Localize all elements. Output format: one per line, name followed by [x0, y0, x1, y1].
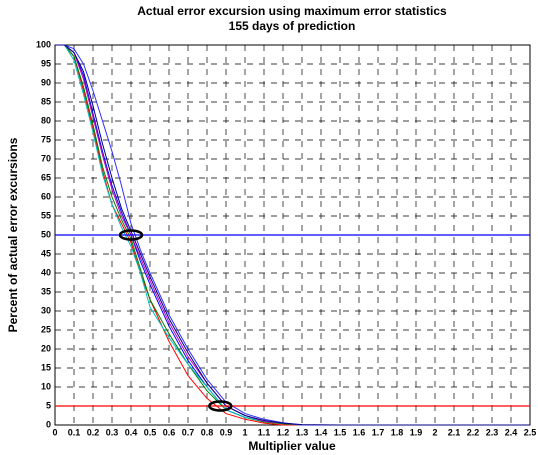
y-tick-label: 80: [41, 115, 51, 125]
x-axis-label: Multiplier value: [248, 439, 336, 453]
x-tick-label: 2.1: [448, 427, 461, 437]
x-tick-label: 2: [432, 427, 437, 437]
chart-title: Actual error excursion using maximum err…: [137, 4, 447, 18]
x-tick-label: 1.2: [277, 427, 290, 437]
y-tick-label: 75: [41, 134, 51, 144]
y-tick-label: 90: [41, 77, 51, 87]
x-tick-label: 0.3: [106, 427, 119, 437]
x-tick-label: 1.3: [296, 427, 309, 437]
x-tick-label: 2.3: [486, 427, 499, 437]
x-tick-label: 1.6: [353, 427, 366, 437]
x-tick-label: 1.5: [334, 427, 347, 437]
y-tick-label: 5: [46, 400, 51, 410]
y-tick-label: 0: [46, 419, 51, 429]
x-tick-label: 1.1: [258, 427, 271, 437]
highlight-ellipse: [208, 400, 233, 412]
y-tick-label: 10: [41, 381, 51, 391]
y-tick-label: 50: [41, 229, 51, 239]
y-tick-label: 40: [41, 267, 51, 277]
x-tick-label: 0.5: [144, 427, 157, 437]
x-tick-label: 1: [242, 427, 247, 437]
x-tick-label: 0.9: [220, 427, 233, 437]
y-tick-label: 65: [41, 172, 51, 182]
x-tick-label: 1.4: [315, 427, 328, 437]
x-tick-label: 0: [52, 427, 57, 437]
y-tick-label: 25: [41, 324, 51, 334]
x-tick-label: 0.1: [68, 427, 81, 437]
y-tick-label: 95: [41, 58, 51, 68]
x-tick-label: 0.8: [201, 427, 214, 437]
y-tick-label: 70: [41, 153, 51, 163]
y-tick-label: 60: [41, 191, 51, 201]
series-line: [55, 44, 530, 426]
y-tick-label: 30: [41, 305, 51, 315]
x-tick-label: 0.2: [87, 427, 100, 437]
x-tick-label: 2.2: [467, 427, 480, 437]
x-tick-label: 2.4: [505, 427, 518, 437]
x-tick-label: 2.5: [524, 427, 537, 437]
series-line: [55, 44, 530, 426]
y-tick-label: 20: [41, 343, 51, 353]
y-tick-label: 100: [36, 39, 51, 49]
x-tick-label: 1.7: [372, 427, 385, 437]
y-tick-label: 35: [41, 286, 51, 296]
y-axis-label: Percent of actual error excursions: [6, 137, 20, 332]
y-tick-label: 55: [41, 210, 51, 220]
y-tick-label: 15: [41, 362, 51, 372]
x-tick-label: 0.7: [182, 427, 195, 437]
y-tick-label: 45: [41, 248, 51, 258]
x-tick-label: 0.4: [125, 427, 138, 437]
highlight-ellipse: [118, 229, 144, 241]
x-tick-label: 0.6: [163, 427, 176, 437]
x-tick-label: 1.8: [391, 427, 404, 437]
y-tick-label: 85: [41, 96, 51, 106]
x-tick-label: 1.9: [410, 427, 423, 437]
chart-subtitle: 155 days of prediction: [229, 19, 356, 33]
